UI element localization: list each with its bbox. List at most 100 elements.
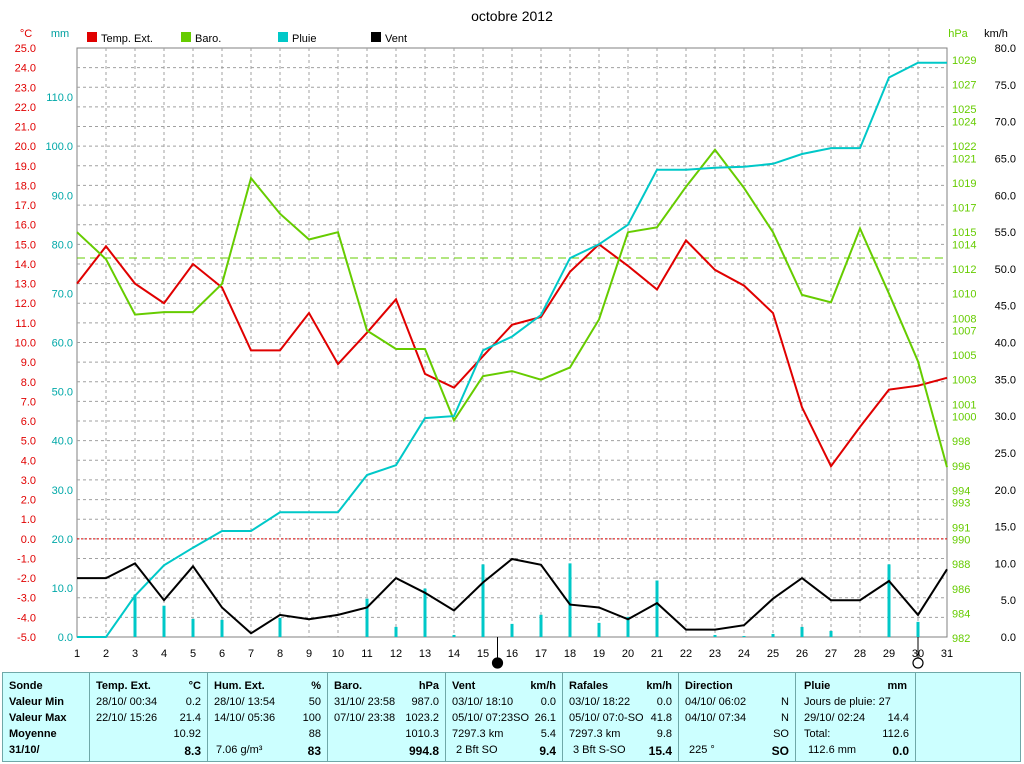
temp-axis: 25.0 24.0 23.0 22.0 21.0 20.0 19.0 18.0 17.0 16.0…	[15, 43, 36, 644]
stats-pluie-current-value: 0.0	[892, 744, 909, 758]
temp-tick-label: -5.0	[17, 632, 36, 644]
baro-line	[76, 148, 948, 468]
rain-bar	[829, 630, 833, 637]
wind-axis: 80.0 75.0 70.0 65.0 60.0 55.0 50.0 45.0 40.0 35.0…	[995, 43, 1016, 644]
x-tick-label: 18	[564, 648, 576, 660]
stats-min-label: Valeur Min	[9, 696, 65, 708]
rain-bar	[510, 623, 514, 637]
x-tick-label: 27	[825, 648, 837, 660]
stats-max-label: Valeur Max	[9, 712, 67, 724]
temp-tick-label: 10.0	[15, 338, 36, 350]
temp-tick-label: 15.0	[15, 239, 36, 251]
grid	[76, 47, 948, 638]
wind-tick-label: 35.0	[995, 374, 1016, 386]
temp-tick-label: -2.0	[17, 573, 36, 585]
x-tick-label: 23	[709, 648, 721, 660]
stats-rafales-avg-value: 9.8	[656, 728, 672, 740]
baro-unit-label: hPa	[948, 28, 968, 40]
stats-col-temp: Temp. Ext. °C 28/10/ 00:34 0.2 22/10/ 15:2…	[90, 673, 208, 761]
stats-rafales-distance: 7297.3 km	[569, 728, 621, 740]
stats-rafales-current-value: 15.4	[648, 744, 672, 758]
stats-rafales-min-date: 03/10/ 18:22	[569, 696, 631, 708]
x-tick-label: 2	[103, 648, 109, 660]
moon-full-icon	[912, 657, 924, 669]
stats-dir-min-value: N	[781, 696, 789, 708]
stats-pluie-month-total: 112.6 mm	[808, 744, 857, 756]
rain-axis: 110.0 100.0 90.0 80.0 70.0 60.0 50.0 40.0 30.0 20…	[45, 92, 73, 644]
rain-bar	[394, 626, 398, 637]
stats-vent-avg-value: 5.4	[540, 728, 556, 740]
stats-pluie-total-value: 112.6	[882, 728, 909, 740]
baro-tick-label: 1029	[952, 55, 976, 67]
x-tick-label: 16	[506, 648, 518, 660]
x-tick-label: 28	[854, 648, 866, 660]
stats-dir-max-value: N	[781, 712, 789, 724]
stats-temp-current-value: 8.3	[184, 744, 201, 758]
stats-temp-header: Temp. Ext.	[96, 680, 151, 692]
temp-tick-label: 4.0	[21, 455, 36, 467]
baro-tick-label: 1027	[952, 80, 976, 92]
baro-tick-label: 1012	[952, 264, 976, 276]
x-tick-label: 19	[593, 648, 605, 660]
rain-bar	[626, 616, 630, 637]
wind-tick-label: 0.0	[1001, 632, 1016, 644]
rain-bar	[597, 622, 601, 637]
x-tick-label: 24	[738, 648, 750, 660]
rain-bar	[423, 588, 427, 637]
baro-tick-label: 1024	[952, 116, 976, 128]
legend: Temp. Ext. Baro. Pluie Vent	[87, 32, 407, 45]
baro-tick-label: 1003	[952, 375, 976, 387]
chart-title: octobre 2012	[471, 8, 553, 24]
x-tick-label: 25	[767, 648, 779, 660]
x-tick-label: 7	[248, 648, 254, 660]
temp-tick-label: -3.0	[17, 593, 36, 605]
temp-tick-label: 2.0	[21, 495, 36, 507]
x-tick-label: 9	[306, 648, 312, 660]
stats-rafales-min-value: 0.0	[656, 696, 672, 708]
stats-table: Sonde Valeur Min Valeur Max Moyenne 31/1…	[2, 672, 1021, 762]
rain-bar	[481, 564, 485, 637]
baro-tick-label: 1000	[952, 412, 976, 424]
rain-tick-label: 80.0	[52, 239, 73, 251]
rain-bar	[278, 617, 282, 637]
temp-tick-label: 14.0	[15, 259, 36, 271]
stats-hum-min-date: 28/10/ 13:54	[214, 696, 276, 708]
stats-baro-max-date: 07/10/ 23:38	[334, 712, 396, 724]
rain-bar	[742, 635, 746, 637]
stats-dir-degrees: 225 °	[689, 744, 715, 756]
temp-tick-label: 0.0	[21, 534, 36, 546]
rain-bar	[800, 626, 804, 637]
stats-vent-min-value: 0.0	[540, 696, 556, 708]
stats-pluie-max-date: 29/10/ 02:24	[804, 712, 866, 724]
temp-tick-label: 12.0	[15, 298, 36, 310]
stats-vent-max-value: 26.1	[534, 712, 556, 724]
rain-tick-label: 100.0	[45, 141, 73, 153]
stats-vent-distance: 7297.3 km	[452, 728, 504, 740]
temp-tick-label: 18.0	[15, 180, 36, 192]
rain-bar	[568, 563, 572, 637]
x-tick-label: 11	[361, 648, 372, 660]
stats-col-pluie: Pluie mm Jours de pluie: 27 29/10/ 02:24 1…	[796, 673, 916, 761]
wind-tick-label: 65.0	[995, 153, 1016, 165]
baro-tick-label: 1001	[952, 399, 976, 411]
x-tick-label: 13	[419, 648, 431, 660]
temp-tick-label: 1.0	[21, 514, 36, 526]
x-tick-label: 22	[680, 648, 692, 660]
stats-baro-unit: hPa	[418, 680, 439, 692]
x-tick-label: 6	[219, 648, 225, 660]
stats-rafales-beaufort: 3 Bft S-SO	[573, 744, 626, 756]
wind-tick-label: 45.0	[995, 301, 1016, 313]
rain-tick-label: 50.0	[52, 387, 73, 399]
stats-hum-max-value: 100	[302, 712, 321, 724]
stats-temp-min-date: 28/10/ 00:34	[96, 696, 158, 708]
wind-tick-label: 40.0	[995, 338, 1016, 350]
stats-dir-avg-value: SO	[773, 728, 789, 740]
baro-tick-label: 1025	[952, 104, 976, 116]
stats-col-vent: Vent km/h 03/10/ 18:10 0.0 05/10/ 07:23SO 2…	[446, 673, 563, 761]
wind-tick-label: 15.0	[995, 522, 1016, 534]
baro-tick-label: 998	[952, 436, 970, 448]
stats-baro-current-value: 994.8	[408, 744, 439, 758]
x-tick-label: 5	[190, 648, 196, 660]
rain-bar	[133, 594, 137, 637]
legend-label-temp: Temp. Ext.	[101, 33, 153, 45]
